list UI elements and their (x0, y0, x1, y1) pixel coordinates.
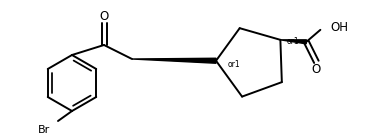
Text: O: O (312, 63, 321, 76)
Text: O: O (100, 10, 109, 23)
Text: or1: or1 (286, 37, 299, 46)
Text: OH: OH (330, 21, 348, 34)
Polygon shape (280, 40, 306, 44)
Text: or1: or1 (228, 60, 241, 69)
Text: Br: Br (38, 125, 50, 135)
Polygon shape (132, 58, 216, 63)
